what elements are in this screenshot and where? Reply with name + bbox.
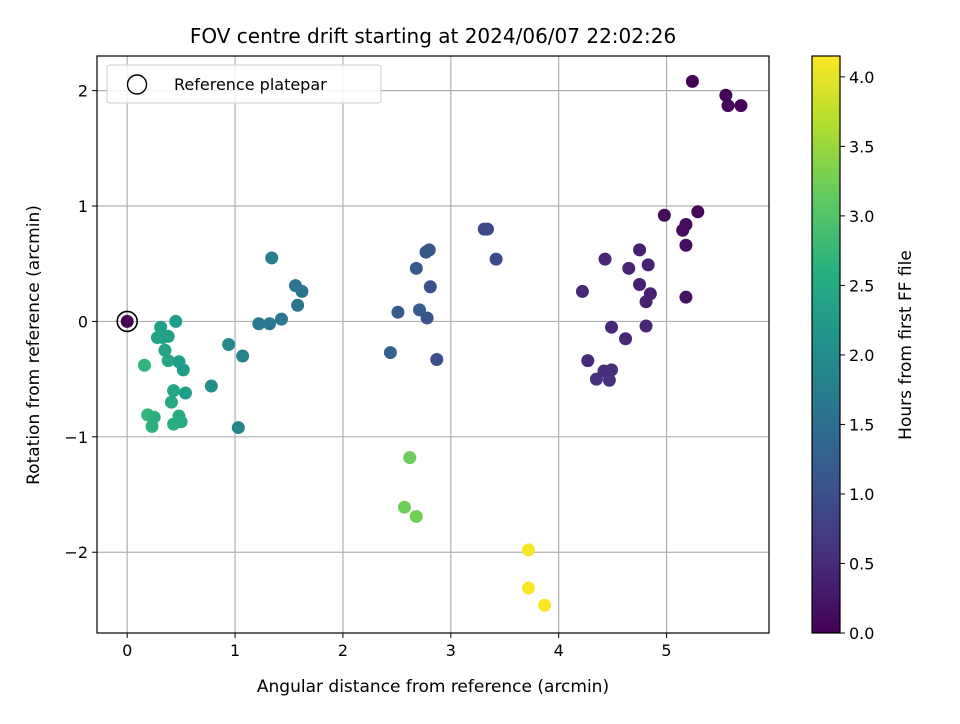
data-point xyxy=(622,261,636,275)
legend-label-reference-platepar: Reference platepar xyxy=(174,75,327,94)
data-point xyxy=(679,290,693,304)
colorbar-tick-label: 3.5 xyxy=(849,137,874,156)
y-axis-label: Rotation from reference (arcmin) xyxy=(24,205,44,485)
legend-reference-marker xyxy=(126,74,148,95)
axis-ticks: 0 1 2 3 4 5 −2 −1 0 1 2 xyxy=(64,82,671,660)
data-point xyxy=(633,277,647,291)
data-point xyxy=(164,395,178,409)
grid-lines xyxy=(97,56,769,633)
reference-platepar-marker xyxy=(116,310,139,333)
colorbar-tick-label: 4.0 xyxy=(849,68,874,87)
data-point xyxy=(691,205,705,219)
x-tick-label: 1 xyxy=(230,641,240,660)
x-axis-label: Angular distance from reference (arcmin) xyxy=(257,677,609,697)
data-point xyxy=(419,245,433,259)
legend: Reference platepar xyxy=(106,64,382,104)
data-point xyxy=(274,312,288,326)
data-point xyxy=(167,384,181,398)
data-point xyxy=(619,332,633,346)
plot-frame xyxy=(96,55,770,634)
colorbar-label: Hours from first FF file xyxy=(896,250,916,440)
colorbar-tick-label: 2.5 xyxy=(849,276,874,295)
data-point xyxy=(575,284,589,298)
y-tick-label: −2 xyxy=(64,543,88,562)
colorbar-tick-label: 1.5 xyxy=(849,415,874,434)
data-point xyxy=(137,358,151,372)
y-tick-label: 2 xyxy=(78,82,88,101)
data-point xyxy=(521,581,535,595)
x-tick-label: 0 xyxy=(122,641,132,660)
x-tick-label: 5 xyxy=(661,641,671,660)
data-point xyxy=(231,421,245,435)
data-point xyxy=(719,88,733,102)
data-point xyxy=(174,415,188,429)
x-tick-label: 3 xyxy=(446,641,456,660)
colorbar-tick-label: 2.0 xyxy=(849,346,874,365)
legend-box xyxy=(106,64,382,104)
colorbar xyxy=(811,55,841,634)
colorbar-tick-label: 0.0 xyxy=(849,624,874,643)
x-tick-label: 2 xyxy=(338,641,348,660)
data-point xyxy=(222,338,236,351)
data-point xyxy=(538,598,552,612)
data-point xyxy=(598,252,612,266)
data-point xyxy=(391,305,405,319)
data-point xyxy=(252,317,266,331)
data-point xyxy=(403,451,417,465)
data-point xyxy=(639,319,653,333)
data-point xyxy=(721,99,735,113)
data-point xyxy=(236,349,250,363)
x-tick-label: 4 xyxy=(554,641,564,660)
data-point xyxy=(605,320,619,334)
data-point xyxy=(409,261,423,275)
data-point xyxy=(161,354,175,368)
data-point xyxy=(295,284,309,298)
data-point xyxy=(161,329,175,343)
data-point xyxy=(265,251,279,265)
colorbar-tick-label: 3.0 xyxy=(849,207,874,226)
data-point xyxy=(480,222,494,236)
colorbar-ticks: 0.0 0.5 1.0 1.5 2.0 2.5 3.0 3.5 4.0 xyxy=(840,68,874,643)
colorbar-tick-label: 0.5 xyxy=(849,554,874,573)
data-point xyxy=(263,317,277,331)
data-point xyxy=(145,419,159,433)
data-point xyxy=(169,314,183,328)
data-point xyxy=(679,238,693,252)
data-point xyxy=(657,208,671,222)
data-point xyxy=(589,372,603,386)
data-point xyxy=(120,314,134,328)
data-point xyxy=(420,311,434,325)
data-point xyxy=(409,509,423,523)
data-point xyxy=(158,343,172,357)
data-point xyxy=(430,353,444,367)
data-point xyxy=(685,74,699,88)
data-point xyxy=(178,386,192,400)
data-point xyxy=(602,373,616,387)
data-point xyxy=(676,223,690,237)
data-point xyxy=(641,258,655,272)
data-point xyxy=(154,320,168,334)
colorbar-tick-label: 1.0 xyxy=(849,485,874,504)
data-point xyxy=(489,252,503,266)
y-tick-label: 0 xyxy=(78,312,88,331)
data-point xyxy=(605,363,619,377)
data-point xyxy=(521,543,535,557)
data-point xyxy=(204,379,218,393)
data-point xyxy=(397,500,411,514)
data-point xyxy=(291,298,305,312)
chart-title: FOV centre drift starting at 2024/06/07 … xyxy=(190,24,676,48)
data-point xyxy=(423,280,437,294)
data-point xyxy=(176,363,190,377)
data-points xyxy=(116,74,748,612)
y-tick-label: 1 xyxy=(78,197,88,216)
data-point xyxy=(633,243,647,257)
y-tick-label: −1 xyxy=(64,428,88,447)
data-point xyxy=(383,346,397,360)
data-point xyxy=(639,295,653,309)
data-point xyxy=(734,99,748,113)
data-point xyxy=(581,354,595,368)
